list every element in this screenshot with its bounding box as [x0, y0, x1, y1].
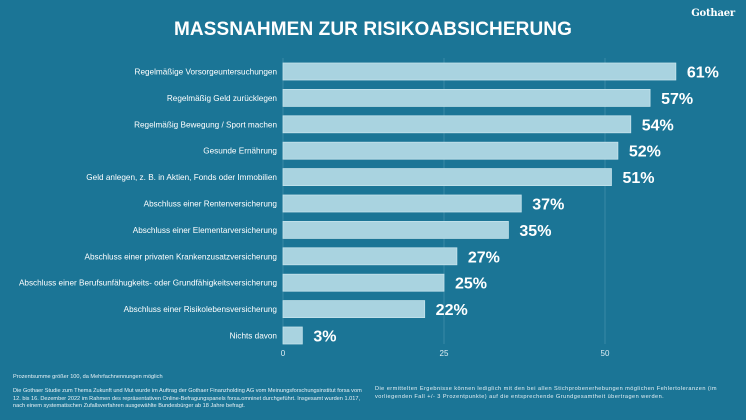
- bar: [282, 115, 632, 134]
- data-label: 37%: [532, 197, 564, 214]
- chart-title: MASSNAHMEN ZUR RISIKOABSICHERUNG: [174, 19, 572, 40]
- category-label: Abschluss einer Elementarversicherung: [133, 226, 278, 235]
- x-tick-label: 25: [440, 349, 449, 358]
- bar: [282, 300, 426, 319]
- data-label: 27%: [468, 249, 500, 266]
- category-label: Geld anlegen, z. B. in Aktien, Fonds ode…: [86, 173, 277, 182]
- category-label: Gesunde Ernährung: [203, 147, 277, 156]
- bar: [282, 247, 458, 266]
- category-label: Regelmäßig Geld zurücklegen: [167, 94, 278, 103]
- bar: [282, 326, 303, 345]
- data-label: 35%: [519, 223, 551, 240]
- bar-chart: Regelmäßige Vorsorgeuntersuchungen Regelm…: [19, 58, 719, 358]
- x-tick-label: 0: [281, 349, 286, 358]
- bar: [282, 62, 677, 81]
- bar: [282, 273, 445, 292]
- category-label: Abschluss einer Risikolebensversicherung: [124, 305, 278, 314]
- bar: [282, 141, 619, 160]
- data-label: 52%: [629, 144, 661, 161]
- data-label: 22%: [436, 302, 468, 319]
- category-label: Abschluss einer privaten Krankenzusatzve…: [84, 252, 277, 261]
- bar: [282, 168, 612, 187]
- category-label: Regelmäßige Vorsorgeuntersuchungen: [135, 68, 278, 77]
- bar: [282, 89, 651, 107]
- x-axis-ticks: 0 25 50: [281, 349, 610, 358]
- data-label: 57%: [661, 91, 693, 108]
- category-label: Abschluss einer Berufsunfähugkeits- oder…: [19, 279, 277, 288]
- category-label: Abschluss einer Rentenversicherung: [144, 200, 278, 209]
- data-label: 3%: [313, 329, 336, 346]
- bar: [282, 194, 522, 213]
- gothaer-logo: Gothaer: [691, 8, 735, 19]
- value-labels: 61% 57% 54% 52% 51% 37% 35% 27% 25% 22% 3%: [313, 65, 719, 346]
- data-label: 51%: [622, 170, 654, 187]
- study-description: Die Gothaer Studie zum Thema Zukunft und…: [13, 388, 362, 410]
- data-label: 25%: [455, 276, 487, 293]
- footnote-multiple-answers: Prozentsumme größer 100, da Mehrfachnenn…: [13, 374, 163, 380]
- category-label: Regelmäßig Bewegung / Sport machen: [134, 120, 277, 129]
- margin-of-error-disclaimer: Die ermittelten Ergebnisse können ledigl…: [375, 386, 718, 400]
- data-label: 54%: [642, 117, 674, 134]
- category-labels: Regelmäßige Vorsorgeuntersuchungen Regelm…: [19, 68, 277, 341]
- x-tick-label: 50: [601, 349, 610, 358]
- bars: [282, 62, 677, 345]
- data-label: 61%: [687, 65, 719, 82]
- category-label: Nichts davon: [230, 332, 278, 341]
- bar: [282, 220, 509, 239]
